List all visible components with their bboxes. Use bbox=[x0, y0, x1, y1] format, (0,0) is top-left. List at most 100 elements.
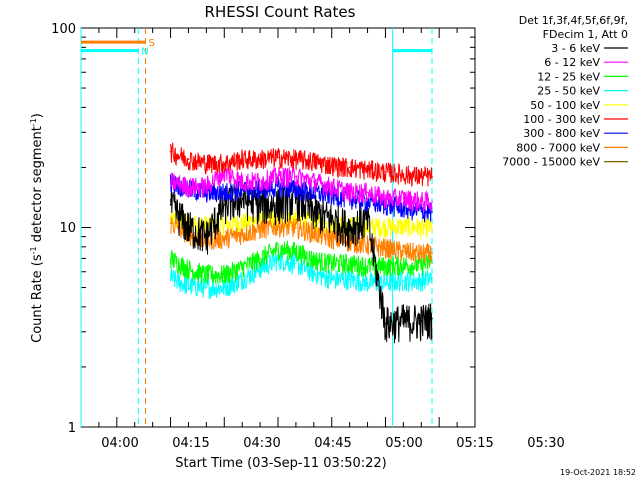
data-point bbox=[420, 264, 423, 266]
data-point bbox=[402, 173, 405, 175]
data-point bbox=[169, 257, 172, 260]
y-tick-label: 10 bbox=[59, 221, 76, 236]
data-point bbox=[277, 185, 279, 188]
y-axis-label-part: detector segment bbox=[30, 126, 45, 246]
data-point bbox=[366, 191, 369, 194]
data-point bbox=[431, 226, 433, 229]
series-line bbox=[170, 240, 433, 284]
data-point bbox=[431, 200, 433, 203]
data-point bbox=[384, 322, 387, 325]
data-point bbox=[187, 226, 190, 229]
data-point bbox=[348, 262, 351, 265]
y-axis-label: Count Rate (s-1 detector segment-1) bbox=[29, 113, 45, 343]
data-point bbox=[241, 266, 243, 269]
data-point bbox=[366, 200, 369, 203]
series-line bbox=[170, 216, 433, 265]
series-line bbox=[170, 174, 433, 223]
data-point bbox=[431, 317, 433, 320]
data-point bbox=[241, 278, 243, 281]
data-point bbox=[223, 162, 226, 165]
data-point bbox=[313, 160, 315, 162]
data-point bbox=[431, 276, 433, 279]
data-point bbox=[259, 219, 261, 221]
data-point bbox=[366, 243, 369, 246]
y-axis-label-superscript: -1 bbox=[29, 118, 38, 126]
generated-timestamp: 19-Oct-2021 18:52 bbox=[560, 468, 636, 477]
x-tick-label: 04:00 bbox=[101, 436, 138, 451]
legend-entry-label: 6 - 12 keV bbox=[544, 56, 600, 69]
annotation-label: S bbox=[148, 38, 154, 49]
data-point bbox=[420, 210, 423, 213]
data-point bbox=[259, 180, 261, 183]
x-tick-label: 05:15 bbox=[456, 436, 493, 451]
legend-entry-label: 25 - 50 keV bbox=[537, 85, 600, 98]
data-point bbox=[402, 280, 405, 282]
data-point bbox=[348, 226, 351, 229]
y-axis-label-part: ) bbox=[30, 113, 45, 118]
legend-entry-label: 3 - 6 keV bbox=[551, 42, 600, 55]
data-point bbox=[384, 247, 387, 249]
data-point bbox=[366, 265, 369, 267]
data-point bbox=[295, 250, 297, 253]
x-tick-label: 05:00 bbox=[385, 436, 422, 451]
data-point bbox=[277, 248, 279, 250]
data-point bbox=[366, 281, 369, 284]
data-point bbox=[313, 272, 315, 275]
data-point bbox=[295, 175, 297, 178]
data-point bbox=[241, 158, 243, 160]
data-point bbox=[402, 207, 405, 209]
data-point bbox=[330, 278, 333, 281]
data-point bbox=[402, 225, 405, 228]
data-point bbox=[259, 228, 261, 231]
legend-entry-label: 100 - 300 keV bbox=[523, 113, 600, 126]
data-point bbox=[277, 175, 279, 178]
series-line bbox=[170, 142, 433, 188]
data-point bbox=[223, 273, 226, 276]
plot-area: SN bbox=[80, 27, 476, 428]
data-point bbox=[313, 180, 315, 183]
data-point bbox=[277, 203, 279, 206]
data-point bbox=[295, 188, 297, 191]
data-point bbox=[420, 226, 423, 229]
data-point bbox=[241, 197, 243, 200]
data-point bbox=[366, 218, 369, 221]
data-point bbox=[295, 158, 297, 160]
data-point bbox=[431, 261, 433, 263]
data-point bbox=[330, 237, 333, 240]
series-line bbox=[170, 165, 433, 212]
data-point bbox=[295, 226, 297, 229]
annotation-label: N bbox=[141, 47, 148, 58]
legend-entry-label: 12 - 25 keV bbox=[537, 70, 600, 83]
data-point bbox=[420, 200, 423, 203]
data-point bbox=[169, 203, 172, 206]
y-axis-label-part: Count Rate (s bbox=[30, 254, 45, 343]
data-point bbox=[348, 166, 351, 169]
x-axis-label: Start Time (03-Sep-11 03:50:22) bbox=[175, 456, 386, 471]
data-point bbox=[241, 221, 243, 224]
data-point bbox=[187, 268, 190, 270]
data-point bbox=[420, 280, 423, 282]
data-point bbox=[330, 164, 333, 167]
data-point bbox=[348, 191, 351, 194]
data-point bbox=[169, 222, 172, 225]
data-point bbox=[295, 262, 297, 265]
data-point bbox=[223, 286, 226, 289]
data-point bbox=[241, 180, 243, 183]
data-point bbox=[241, 232, 243, 235]
data-point bbox=[205, 273, 208, 276]
data-point bbox=[205, 286, 208, 289]
data-point bbox=[223, 224, 226, 226]
series-line bbox=[170, 251, 433, 300]
x-tick-label: 04:15 bbox=[172, 436, 209, 451]
data-point bbox=[187, 285, 190, 287]
data-point bbox=[431, 175, 433, 178]
data-point bbox=[384, 265, 387, 267]
legend: Det 1f,3f,4f,5f,6f,9f, FDecim 1, Att 0 3… bbox=[502, 14, 628, 169]
data-point bbox=[384, 225, 387, 228]
x-tick-label: 05:30 bbox=[527, 436, 564, 451]
data-point bbox=[420, 320, 423, 322]
legend-entry-label: 50 - 100 keV bbox=[530, 99, 600, 112]
data-point bbox=[169, 150, 172, 153]
data-point bbox=[205, 185, 208, 188]
data-point bbox=[330, 185, 333, 188]
